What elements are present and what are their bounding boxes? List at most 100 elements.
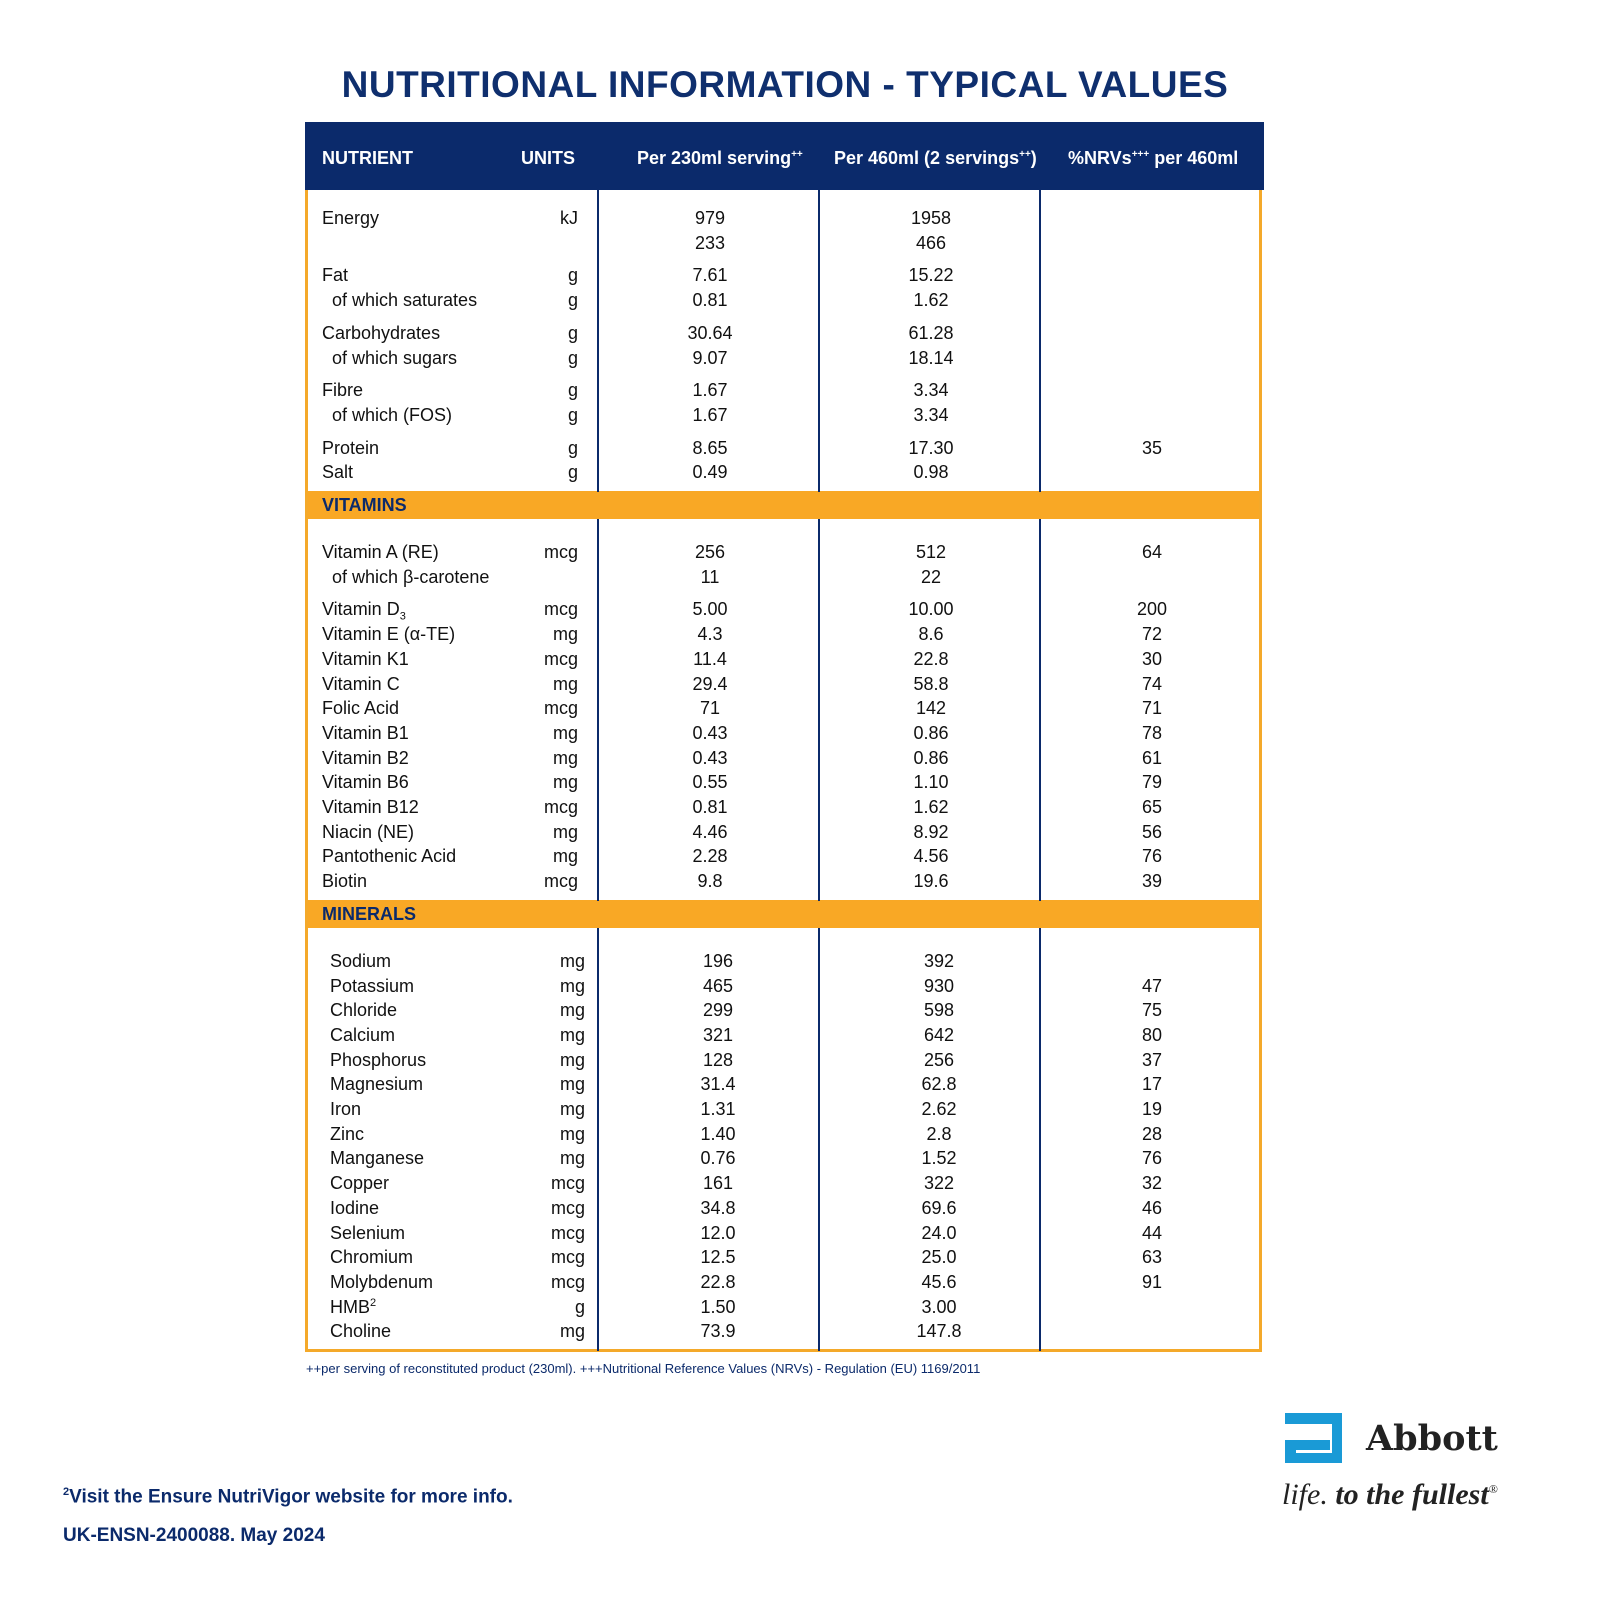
- value-per-230ml: 161: [608, 1173, 828, 1194]
- value-per-460ml: 598: [829, 1000, 1049, 1021]
- table-row: Carbohydrates g 30.64 61.28: [308, 323, 1259, 348]
- table-row: Pantothenic Acid mg 2.28 4.56 76: [308, 846, 1259, 871]
- value-per-230ml: 1.40: [608, 1124, 828, 1145]
- brand-name: Abbott: [1366, 1418, 1498, 1459]
- nutrient-name: Magnesium: [330, 1074, 423, 1095]
- value-per-460ml-text: 642: [923, 1024, 955, 1045]
- table-row: Folic Acid mcg 71 142 71: [308, 698, 1259, 723]
- nrv-percent: 30: [1042, 649, 1262, 670]
- value-per-230ml: 73.9: [608, 1321, 828, 1342]
- value-per-230ml: 11: [600, 567, 820, 588]
- unit-text: mg: [552, 747, 578, 768]
- nutrient-name-text: Magnesium: [330, 1074, 424, 1095]
- nutrient-name-text: Vitamin C: [322, 673, 400, 694]
- value-per-460ml-text: 0.86: [913, 722, 949, 743]
- value-per-460ml: 1.62: [821, 797, 1041, 818]
- unit-text: mcg: [543, 797, 578, 817]
- value-per-460ml: 512: [821, 542, 1041, 563]
- value-per-460ml-text: 3.00: [921, 1296, 957, 1317]
- value-per-460ml: 69.6: [829, 1198, 1049, 1219]
- table-row: Vitamin B6 mg 0.55 1.10 79: [308, 772, 1259, 797]
- nrv-percent-text: 91: [1141, 1271, 1163, 1292]
- nutrient-name-text: Iron: [330, 1099, 362, 1119]
- table-row: Energy kJ 979 1958: [308, 208, 1259, 233]
- value-per-230ml-text: 2.28: [692, 846, 728, 867]
- value-per-460ml: 58.8: [821, 674, 1041, 695]
- nrv-percent: 64: [1042, 542, 1262, 563]
- unit-text: g: [567, 380, 578, 401]
- header-text: per 460ml: [1149, 148, 1239, 168]
- nutrient-name-text: Sodium: [330, 950, 392, 971]
- value-per-460ml-text: 62.8: [921, 1074, 957, 1095]
- value-per-460ml: 22: [821, 567, 1041, 588]
- table-row: HMB2 g 1.50 3.00: [308, 1297, 1259, 1322]
- value-per-460ml: 18.14: [821, 348, 1041, 369]
- header-nrv: %NRVs+++ per 460ml: [1068, 148, 1238, 169]
- nutrient-name: Chromium: [330, 1247, 413, 1268]
- value-per-460ml-text: 466: [915, 232, 947, 253]
- nutrient-name-text: Biotin: [322, 871, 368, 892]
- unit: mg: [560, 1050, 585, 1071]
- unit-text: mg: [559, 1024, 585, 1045]
- value-per-230ml: 2.28: [600, 846, 820, 867]
- unit-text: mg: [559, 1049, 585, 1070]
- header-sup: ++: [791, 149, 803, 160]
- value-per-460ml-text: 142: [915, 698, 947, 719]
- value-per-230ml-text: 299: [702, 1000, 734, 1021]
- value-per-460ml-text: 0.98: [913, 462, 949, 483]
- value-per-230ml: 1.67: [600, 380, 820, 401]
- unit-text: mcg: [550, 1197, 585, 1218]
- nutrient-name: Vitamin B12: [322, 797, 419, 818]
- value-per-230ml-text: 29.4: [692, 673, 728, 694]
- value-per-460ml: 1958: [821, 208, 1041, 229]
- value-per-230ml-text: 321: [702, 1024, 734, 1045]
- table-row: Phosphorus mg 128 256 37: [308, 1050, 1259, 1075]
- value-per-230ml: 7.61: [600, 265, 820, 286]
- nutrient-name: Pantothenic Acid: [322, 846, 456, 867]
- value-per-230ml-text: 71: [699, 698, 721, 719]
- unit: mcg: [544, 797, 578, 818]
- table-row: Molybdenum mcg 22.8 45.6 91: [308, 1272, 1259, 1297]
- value-per-230ml: 0.81: [600, 797, 820, 818]
- table-row: Iodine mcg 34.8 69.6 46: [308, 1198, 1259, 1223]
- nutrient-name-text: Iodine: [330, 1197, 380, 1218]
- nutrient-name: of which β-carotene: [332, 567, 489, 588]
- table-row: Calcium mg 321 642 80: [308, 1025, 1259, 1050]
- nutrient-name-text: of which saturates: [332, 290, 478, 311]
- value-per-230ml-text: 4.46: [692, 821, 728, 842]
- nutrient-name-text: Chloride: [330, 1000, 398, 1021]
- value-per-460ml-text: 18.14: [908, 347, 954, 368]
- value-per-460ml: 1.10: [821, 772, 1041, 793]
- nutrient-name: Vitamin B6: [322, 772, 409, 793]
- table-row: Vitamin B1 mg 0.43 0.86 78: [308, 723, 1259, 748]
- unit-text: mg: [552, 722, 578, 743]
- nutrient-name: Vitamin K1: [322, 649, 409, 670]
- nutrient-name: Biotin: [322, 871, 367, 892]
- nutrient-name-text: of which (FOS): [332, 404, 453, 425]
- unit-text: mg: [559, 950, 585, 971]
- header-sup: +++: [1131, 149, 1150, 160]
- nrv-percent: 75: [1042, 1000, 1262, 1021]
- nrv-percent: 76: [1042, 1148, 1262, 1169]
- nutrient-name-text: Protein: [322, 437, 380, 458]
- nrv-percent-text: 56: [1141, 821, 1163, 842]
- nrv-percent-text: 80: [1141, 1024, 1163, 1045]
- unit: mcg: [544, 599, 578, 620]
- unit: g: [568, 265, 578, 286]
- unit-text: g: [567, 265, 578, 286]
- table-row: Niacin (NE) mg 4.46 8.92 56: [308, 822, 1259, 847]
- unit-text: mg: [559, 975, 585, 996]
- nutrient-name-text: Potassium: [330, 975, 415, 996]
- value-per-460ml-text: 1.10: [913, 772, 949, 793]
- nutrient-name-text: Salt: [322, 462, 354, 483]
- unit-text: mg: [552, 624, 578, 645]
- nrv-percent-text: 35: [1141, 437, 1163, 458]
- value-per-230ml: 9.07: [600, 348, 820, 369]
- unit: mg: [553, 748, 578, 769]
- value-per-230ml: 71: [600, 698, 820, 719]
- unit-text: mg: [559, 1074, 585, 1095]
- value-per-460ml-text: 15.22: [908, 265, 954, 286]
- unit: mcg: [544, 698, 578, 719]
- value-per-230ml-text: 0.55: [692, 772, 728, 793]
- value-per-230ml: 0.43: [600, 748, 820, 769]
